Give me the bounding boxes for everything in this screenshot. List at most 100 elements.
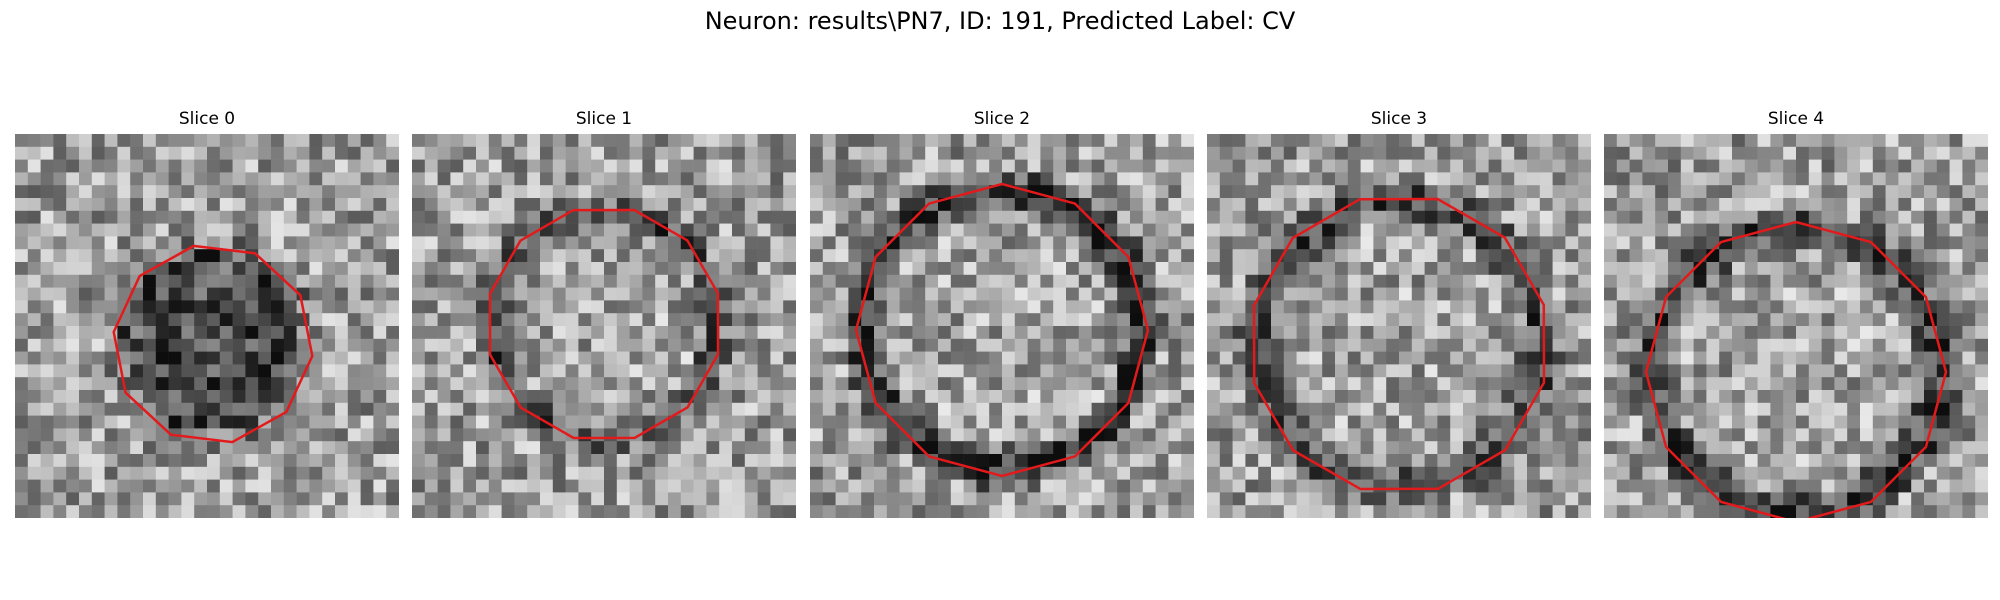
image-pixel (1783, 492, 1797, 506)
image-pixel (822, 479, 836, 493)
image-pixel (360, 415, 374, 429)
image-pixel (322, 428, 336, 442)
image-pixel (1373, 262, 1387, 276)
image-pixel (629, 287, 643, 301)
image-pixel (976, 313, 990, 327)
image-pixel (848, 428, 862, 442)
image-pixel (1450, 505, 1464, 518)
image-pixel (950, 415, 964, 429)
image-pixel (565, 466, 579, 480)
image-pixel (386, 415, 399, 429)
image-pixel (1936, 300, 1950, 314)
image-pixel (848, 185, 862, 199)
image-pixel (168, 198, 182, 212)
image-pixel (1232, 300, 1246, 314)
image-pixel (386, 364, 399, 378)
image-pixel (732, 364, 746, 378)
image-pixel (912, 377, 926, 391)
image-pixel (53, 249, 67, 263)
image-pixel (1655, 185, 1669, 199)
image-pixel (680, 364, 694, 378)
image-pixel (1796, 505, 1810, 518)
image-pixel (1335, 172, 1349, 186)
image-pixel (194, 287, 208, 301)
image-pixel (1168, 454, 1182, 468)
image-pixel (1296, 338, 1310, 352)
image-pixel (207, 479, 221, 493)
image-pixel (1578, 262, 1591, 276)
image-pixel (1719, 466, 1733, 480)
image-pixel (1142, 172, 1156, 186)
image-pixel (168, 287, 182, 301)
slice-image (1207, 134, 1591, 518)
image-pixel (1322, 415, 1336, 429)
image-pixel (757, 338, 771, 352)
image-pixel (1488, 185, 1502, 199)
image-pixel (1258, 338, 1272, 352)
image-pixel (1539, 364, 1553, 378)
image-pixel (219, 172, 233, 186)
image-pixel (770, 287, 784, 301)
image-pixel (1680, 338, 1694, 352)
image-pixel (386, 351, 399, 365)
image-pixel (40, 479, 54, 493)
image-pixel (450, 326, 464, 340)
image-pixel (1783, 210, 1797, 224)
image-pixel (1450, 172, 1464, 186)
image-pixel (976, 300, 990, 314)
image-pixel (706, 236, 720, 250)
image-pixel (1027, 492, 1041, 506)
image-pixel (527, 210, 541, 224)
slice-title: Slice 2 (973, 109, 1031, 129)
image-pixel (1283, 313, 1297, 327)
image-pixel (1232, 172, 1246, 186)
image-pixel (1027, 338, 1041, 352)
image-pixel (1949, 428, 1963, 442)
image-pixel (783, 338, 796, 352)
image-pixel (1975, 159, 1988, 173)
image-pixel (1936, 249, 1950, 263)
image-pixel (1757, 249, 1771, 263)
image-pixel (1347, 146, 1361, 160)
image-pixel (1296, 326, 1310, 340)
image-pixel (386, 198, 399, 212)
image-pixel (1565, 185, 1579, 199)
image-pixel (810, 351, 824, 365)
image-pixel (168, 377, 182, 391)
image-pixel (989, 210, 1003, 224)
image-pixel (1373, 338, 1387, 352)
image-pixel (437, 402, 451, 416)
image-pixel (296, 338, 310, 352)
image-pixel (1732, 134, 1746, 148)
image-pixel (912, 466, 926, 480)
image-pixel (207, 492, 221, 506)
image-pixel (1578, 479, 1591, 493)
image-pixel (1783, 479, 1797, 493)
image-pixel (66, 326, 80, 340)
image-pixel (1514, 351, 1528, 365)
image-pixel (501, 351, 515, 365)
image-pixel (1450, 262, 1464, 276)
image-pixel (1834, 172, 1848, 186)
image-pixel (1411, 390, 1425, 404)
image-pixel (1258, 492, 1272, 506)
image-pixel (1091, 274, 1105, 288)
image-pixel (783, 454, 796, 468)
image-pixel (53, 172, 67, 186)
image-pixel (1002, 300, 1016, 314)
image-pixel (1860, 505, 1874, 518)
image-pixel (245, 466, 259, 480)
image-pixel (1335, 287, 1349, 301)
image-pixel (1078, 351, 1092, 365)
image-pixel (207, 338, 221, 352)
image-pixel (360, 428, 374, 442)
image-pixel (1757, 262, 1771, 276)
image-pixel (950, 466, 964, 480)
image-pixel (322, 326, 336, 340)
image-pixel (1668, 172, 1682, 186)
image-pixel (463, 402, 477, 416)
image-pixel (757, 326, 771, 340)
image-pixel (1693, 492, 1707, 506)
image-pixel (1207, 236, 1221, 250)
image-pixel (1399, 300, 1413, 314)
